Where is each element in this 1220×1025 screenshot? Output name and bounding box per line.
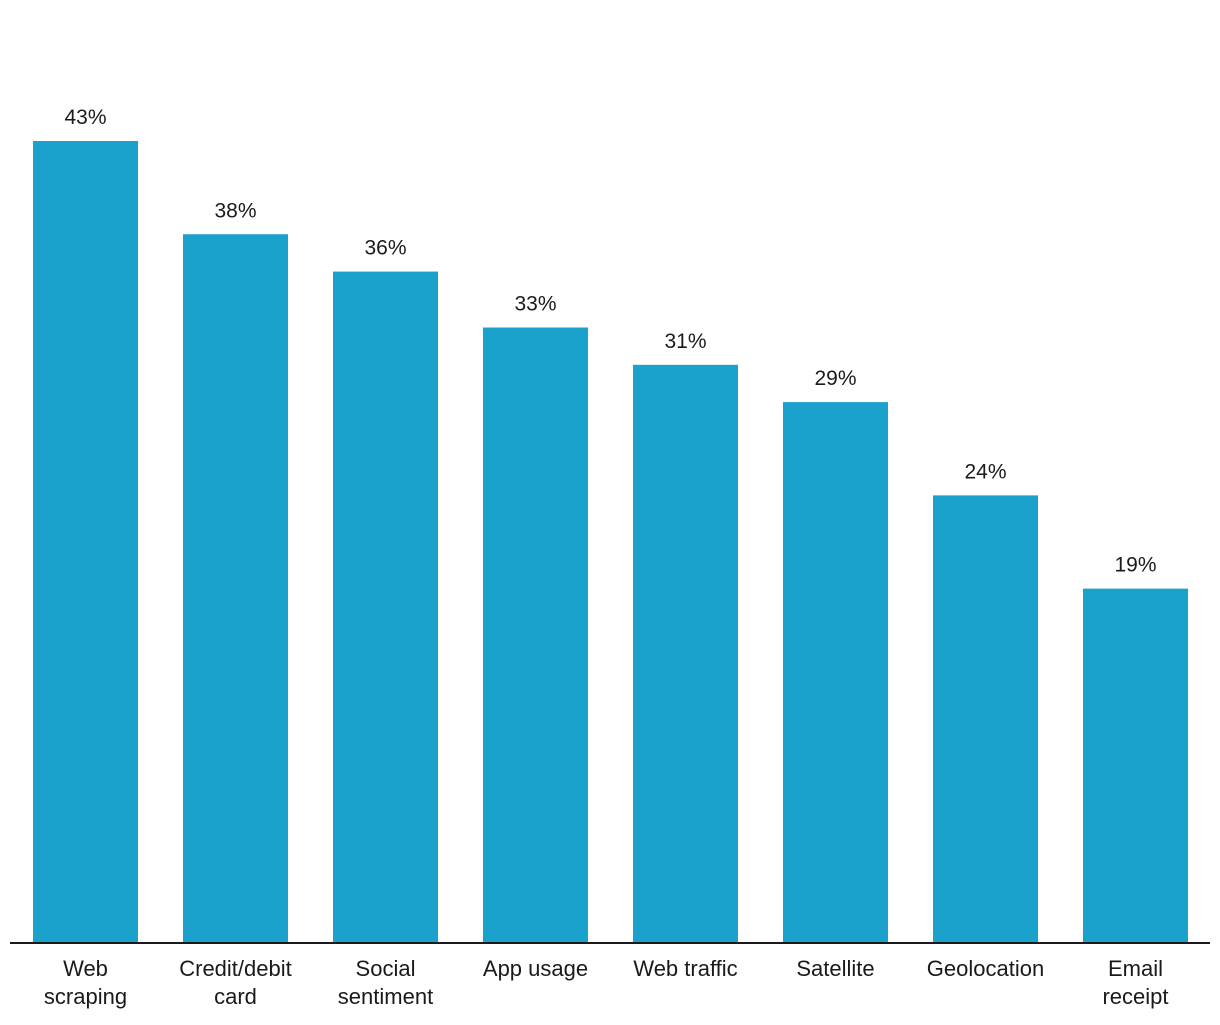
value-label-0: 43% — [64, 106, 106, 129]
bar-0 — [33, 141, 138, 943]
bar-1 — [183, 234, 288, 944]
bar-5 — [783, 402, 888, 943]
value-label-5: 29% — [814, 367, 856, 390]
category-label-line: Credit/debit — [179, 956, 292, 981]
category-label-3: App usage — [483, 956, 588, 981]
bar-2 — [333, 271, 438, 944]
category-label-line: App usage — [483, 956, 588, 981]
category-label-0: Web scraping — [44, 956, 127, 1009]
value-label-3: 33% — [514, 293, 556, 316]
value-label-7: 19% — [1114, 554, 1156, 577]
category-label-line: Satellite — [796, 956, 874, 981]
category-label-line: Web — [63, 956, 108, 981]
category-label-2: Social sentiment — [338, 956, 433, 1009]
bar-6 — [933, 495, 1038, 943]
category-label-line: sentiment — [338, 984, 433, 1009]
category-label-line: receipt — [1102, 984, 1168, 1009]
value-label-2: 36% — [364, 237, 406, 260]
value-label-6: 24% — [964, 460, 1006, 483]
category-label-1: Credit/debit card — [179, 956, 292, 1009]
bar-3 — [483, 327, 588, 944]
value-label-1: 38% — [214, 199, 256, 222]
category-label-line: Geolocation — [927, 956, 1044, 981]
category-label-4: Web traffic — [633, 956, 737, 981]
category-label-line: Social — [356, 956, 416, 981]
value-labels-layer: 43% 38% 36% 33% 31% 29% 24% 19% — [64, 106, 1156, 577]
category-label-line: card — [214, 984, 257, 1009]
category-label-7: Email receipt — [1102, 956, 1168, 1009]
value-label-4: 31% — [664, 330, 706, 353]
category-label-line: scraping — [44, 984, 127, 1009]
bar-4 — [633, 364, 738, 943]
category-label-5: Satellite — [796, 956, 874, 981]
category-label-6: Geolocation — [927, 956, 1044, 981]
category-label-line: Email — [1108, 956, 1163, 981]
bar-7 — [1083, 588, 1188, 943]
category-label-line: Web traffic — [633, 956, 737, 981]
bars-layer — [33, 141, 1188, 944]
category-labels-layer: Web scraping Credit/debit card Social sentime… — [44, 956, 1169, 1009]
